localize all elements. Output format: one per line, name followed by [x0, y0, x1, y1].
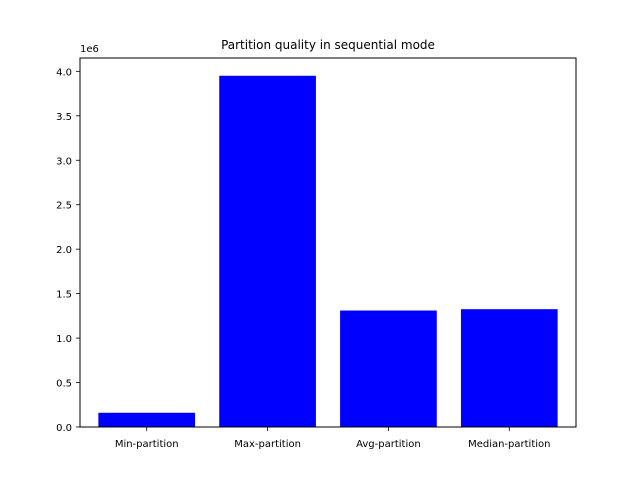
y-tick-label: 0.5 [56, 379, 72, 390]
x-tick-label: Min-partition [115, 439, 179, 450]
y-tick-label: 1.0 [56, 334, 72, 345]
x-axis: Min-partition Max-partition Avg-partition M… [115, 427, 550, 450]
x-tick-label: Median-partition [468, 439, 550, 450]
y-tick-label: 2.5 [56, 201, 72, 212]
y-offset-label: 1e6 [80, 44, 99, 55]
y-tick-label: 4.0 [56, 67, 72, 78]
bars-group [98, 75, 558, 427]
x-tick-label: Max-partition [234, 439, 301, 450]
y-tick-label: 3.0 [56, 156, 72, 167]
chart-title: Partition quality in sequential mode [221, 38, 435, 52]
bar-min-partition [98, 412, 196, 427]
bar-max-partition [219, 75, 316, 427]
bar-avg-partition [340, 310, 437, 427]
plot-frame [79, 57, 577, 428]
y-tick-label: 2.0 [56, 245, 72, 256]
x-tick-label: Avg-partition [356, 439, 421, 450]
bar-median-partition [460, 309, 558, 427]
y-tick-label: 0.0 [56, 423, 72, 434]
y-tick-label: 1.5 [56, 290, 72, 301]
y-tick-label: 3.5 [56, 112, 72, 123]
y-axis: 0.0 0.5 1.0 1.5 2.0 2.5 3.0 3.5 4.0 [56, 67, 80, 434]
